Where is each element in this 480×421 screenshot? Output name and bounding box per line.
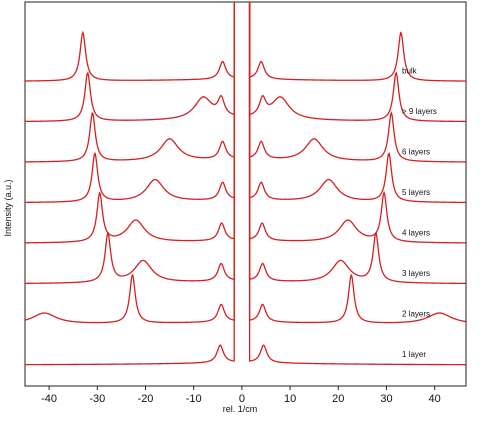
series-label: 6 layers xyxy=(402,148,430,157)
x-tick-label: 30 xyxy=(380,393,392,405)
x-tick-label: -30 xyxy=(89,393,105,405)
series-line xyxy=(248,2,466,366)
series-line xyxy=(24,2,235,244)
series-line xyxy=(248,2,466,163)
x-tick-label: 10 xyxy=(284,393,296,405)
series-label: 1 layer xyxy=(402,350,426,359)
series-line xyxy=(24,2,235,324)
x-tick-label: 20 xyxy=(332,393,344,405)
series-line xyxy=(248,2,466,324)
series-line xyxy=(248,2,466,285)
series-line xyxy=(24,2,235,82)
x-tick-label: -10 xyxy=(186,393,202,405)
series-line xyxy=(25,2,235,285)
series-line xyxy=(24,2,235,366)
series-label: 2 layers xyxy=(402,310,430,319)
x-tick-label: 0 xyxy=(239,393,245,405)
series-label: 3 layers xyxy=(402,269,430,278)
x-tick-label: -20 xyxy=(138,393,154,405)
series-line xyxy=(248,2,466,204)
series-line xyxy=(24,2,235,204)
series-label: bulk xyxy=(402,67,418,76)
x-tick-label: 40 xyxy=(429,393,441,405)
x-axis-label: rel. 1/cm xyxy=(223,404,258,414)
series-label: 5 layers xyxy=(402,188,430,197)
plot-border xyxy=(24,1,467,387)
series-group xyxy=(24,2,466,366)
series-labels: 1 layer 2 layers 3 layers 4 layers 5 layers 6… xyxy=(402,67,437,360)
series-line xyxy=(248,2,466,123)
y-axis-label: Intensity (a.u.) xyxy=(3,179,13,236)
series-line xyxy=(24,2,235,163)
x-ticks: -40 -30 -20 -10 0 10 20 30 40 xyxy=(41,386,441,405)
series-line xyxy=(248,2,466,244)
x-tick-label: -40 xyxy=(41,393,57,405)
series-label: > 9 layers xyxy=(402,107,437,116)
series-line xyxy=(248,2,466,82)
series-label: 4 layers xyxy=(402,229,430,238)
series-line xyxy=(24,2,235,123)
plot-frame xyxy=(24,1,467,387)
